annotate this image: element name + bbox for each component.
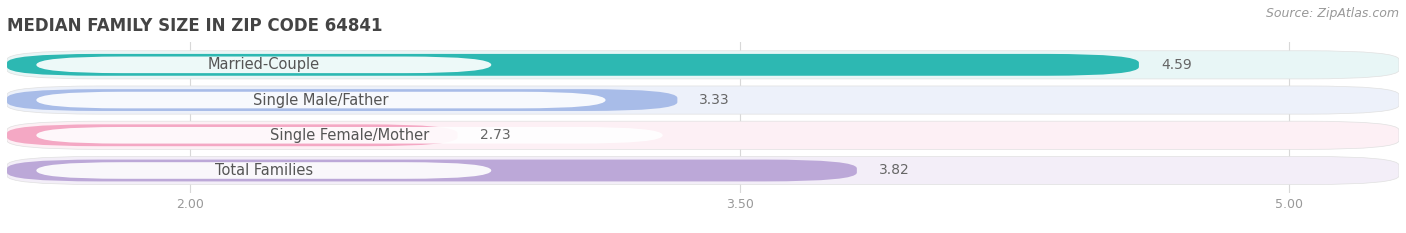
Text: Total Families: Total Families bbox=[215, 163, 314, 178]
FancyBboxPatch shape bbox=[37, 127, 662, 144]
FancyBboxPatch shape bbox=[7, 89, 678, 111]
Text: Single Male/Father: Single Male/Father bbox=[253, 93, 388, 108]
Text: 3.82: 3.82 bbox=[879, 164, 910, 178]
Text: Single Female/Mother: Single Female/Mother bbox=[270, 128, 429, 143]
Text: 2.73: 2.73 bbox=[479, 128, 510, 142]
FancyBboxPatch shape bbox=[7, 124, 457, 146]
FancyBboxPatch shape bbox=[37, 57, 491, 73]
Text: 3.33: 3.33 bbox=[699, 93, 730, 107]
FancyBboxPatch shape bbox=[37, 92, 606, 108]
FancyBboxPatch shape bbox=[7, 121, 1399, 149]
Text: Married-Couple: Married-Couple bbox=[208, 57, 321, 72]
FancyBboxPatch shape bbox=[7, 54, 1139, 76]
FancyBboxPatch shape bbox=[7, 160, 856, 182]
Text: Source: ZipAtlas.com: Source: ZipAtlas.com bbox=[1265, 7, 1399, 20]
Text: MEDIAN FAMILY SIZE IN ZIP CODE 64841: MEDIAN FAMILY SIZE IN ZIP CODE 64841 bbox=[7, 17, 382, 35]
FancyBboxPatch shape bbox=[37, 162, 491, 179]
Text: 4.59: 4.59 bbox=[1161, 58, 1192, 72]
FancyBboxPatch shape bbox=[7, 51, 1399, 79]
FancyBboxPatch shape bbox=[7, 156, 1399, 185]
FancyBboxPatch shape bbox=[7, 86, 1399, 114]
